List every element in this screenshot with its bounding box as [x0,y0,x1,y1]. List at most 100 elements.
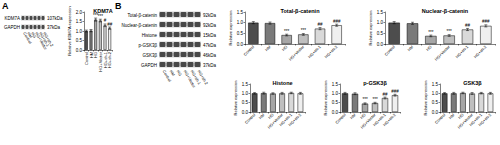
svg-text:0.5: 0.5 [377,31,384,36]
svg-text:1.0: 1.0 [432,91,439,96]
svg-text:0.5: 0.5 [432,100,439,105]
svg-text:###: ### [333,19,341,24]
svg-text:HG+Vector: HG+Vector [288,44,306,62]
svg-text:1.0: 1.0 [332,91,339,96]
svg-text:HM: HM [258,112,266,120]
svg-text:HG+sh-1: HG+sh-1 [38,31,51,48]
svg-text:HG: HG [425,44,433,52]
svg-text:1.5: 1.5 [237,10,244,15]
svg-text:HG+sh-2: HG+sh-2 [42,31,55,48]
svg-text:HG+sh-2: HG+sh-2 [324,44,339,59]
svg-text:1.5: 1.5 [432,82,439,87]
svg-text:1.5: 1.5 [377,10,384,15]
svg-text:92kDa: 92kDa [203,13,217,18]
svg-text:HG+sh-2: HG+sh-2 [477,112,492,127]
svg-text:##: ## [465,23,471,28]
svg-text:1.0: 1.0 [377,20,384,25]
svg-text:107kDa: 107kDa [47,16,63,21]
svg-text:Nuclear-β-catenin: Nuclear-β-catenin [422,8,469,14]
svg-text:Histone: Histone [142,33,158,38]
svg-text:Total-β-catenin: Total-β-catenin [127,13,157,18]
svg-text:***: *** [98,14,104,19]
svg-text:B: B [115,1,122,11]
svg-text:2.0: 2.0 [76,10,83,15]
svg-text:HM: HM [406,44,414,52]
svg-text:HG+sh-2: HG+sh-2 [287,112,302,127]
svg-text:Nuclear-β-catenin: Nuclear-β-catenin [121,23,157,28]
svg-text:GAPDH: GAPDH [4,25,20,30]
svg-text:***: *** [301,28,307,33]
svg-text:HG+sh-2: HG+sh-2 [382,112,397,127]
svg-text:0.5: 0.5 [242,100,249,105]
svg-text:0.0: 0.0 [242,110,249,115]
svg-text:Total-β-catenin: Total-β-catenin [280,8,320,14]
svg-text:###: ### [482,19,490,24]
svg-text:HM: HM [264,44,272,52]
svg-text:HG+Vector: HG+Vector [434,44,452,62]
svg-text:HG: HG [30,31,37,39]
svg-text:Control: Control [334,112,347,125]
svg-text:GSK3β: GSK3β [142,53,157,58]
svg-text:Control: Control [162,69,173,83]
svg-text:###: ### [391,89,399,94]
svg-text:p-GSK3β: p-GSK3β [138,43,157,48]
svg-text:Relative expression: Relative expression [228,11,233,46]
svg-text:HM: HM [349,112,357,120]
svg-text:1.0: 1.0 [76,29,83,34]
svg-text:47kDa: 47kDa [203,43,217,48]
svg-text:HG+sh-1: HG+sh-1 [307,44,322,59]
svg-text:92kDa: 92kDa [203,23,217,28]
svg-text:0.0: 0.0 [332,110,339,115]
svg-text:HM: HM [448,112,456,120]
svg-text:HG+sh-1: HG+sh-1 [190,69,203,86]
svg-text:HG+sh-2: HG+sh-2 [107,51,112,68]
svg-text:1.0: 1.0 [237,20,244,25]
svg-text:HG+Vector: HG+Vector [34,31,49,51]
svg-text:37kDa: 37kDa [203,63,217,68]
svg-text:Relative expression: Relative expression [423,81,428,116]
svg-text:***: *** [284,29,290,34]
svg-text:HM: HM [169,69,176,77]
svg-text:HG+sh-1: HG+sh-1 [454,44,469,59]
svg-text:Relative expression: Relative expression [368,11,373,46]
svg-text:HG: HG [176,69,183,77]
svg-text:Histone: Histone [272,80,292,86]
svg-text:0.5: 0.5 [332,100,339,105]
svg-text:***: *** [372,97,378,102]
svg-text:0.0: 0.0 [432,110,439,115]
svg-text:A: A [2,1,9,11]
svg-text:Control: Control [434,112,447,125]
svg-text:0.0: 0.0 [377,42,384,47]
svg-text:15kDa: 15kDa [203,33,217,38]
svg-text:***: *** [362,97,368,102]
svg-text:p-GSK3β: p-GSK3β [363,80,387,86]
svg-text:1.5: 1.5 [242,82,249,87]
svg-text:1.5: 1.5 [76,19,83,24]
svg-text:Relative expression: Relative expression [323,81,328,116]
svg-text:Control: Control [22,31,33,45]
svg-text:Relative expression: Relative expression [233,81,238,116]
svg-text:HG+sh-2: HG+sh-2 [473,44,488,59]
svg-text:GSK3β: GSK3β [463,80,482,86]
svg-text:Relative KDM7A expression: Relative KDM7A expression [67,6,72,56]
svg-text:0.5: 0.5 [76,38,83,43]
svg-text:1.5: 1.5 [332,82,339,87]
svg-text:0.0: 0.0 [76,48,83,53]
svg-text:##: ## [382,92,388,97]
svg-text:HG+sh-2: HG+sh-2 [197,69,210,86]
svg-text:##: ## [317,22,323,27]
svg-text:Control: Control [383,44,396,57]
svg-text:HM: HM [26,31,33,39]
svg-text:HG+Vector: HG+Vector [183,69,198,89]
svg-text:GAPDH: GAPDH [141,63,157,68]
svg-text:HG: HG [281,44,289,52]
svg-text:***: *** [447,29,453,34]
svg-text:0.5: 0.5 [237,31,244,36]
svg-text:37kDa: 37kDa [47,25,61,30]
svg-text:***: *** [428,30,434,35]
svg-text:Control: Control [242,44,255,57]
svg-text:KDM7A: KDM7A [4,16,20,21]
svg-text:1.0: 1.0 [242,91,249,96]
svg-text:46kDa: 46kDa [203,53,217,58]
svg-text:0.0: 0.0 [237,42,244,47]
